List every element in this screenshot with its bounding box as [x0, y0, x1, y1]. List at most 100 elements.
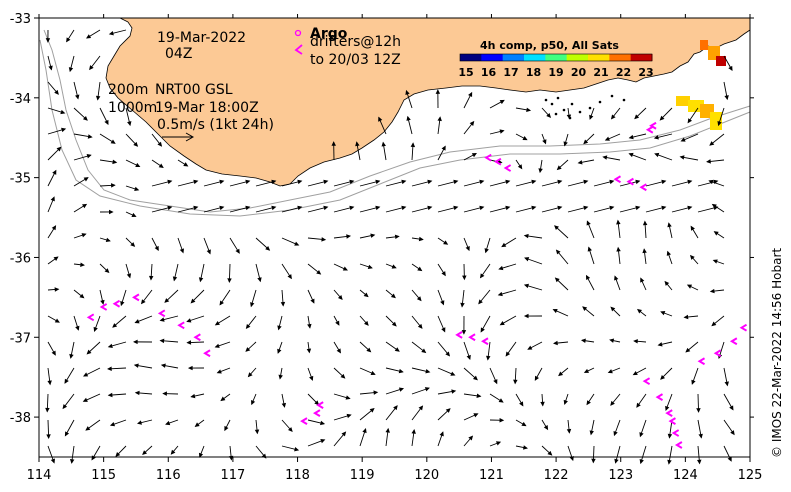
current-arrowhead: [685, 347, 691, 353]
current-arrowhead: [628, 134, 634, 140]
current-arrowhead: [557, 179, 563, 185]
current-arrowhead: [443, 240, 449, 245]
drifter-marker: [193, 333, 201, 342]
current-arrowhead: [680, 137, 686, 142]
current-arrowhead: [583, 368, 590, 373]
nrt-label: NRT00 GSL: [155, 82, 233, 98]
current-arrowhead: [323, 179, 329, 185]
current-arrowhead: [589, 114, 594, 120]
colorbar-tick-label: 18: [526, 66, 541, 79]
current-arrowhead: [108, 31, 114, 36]
current-arrowhead: [730, 430, 735, 436]
current-arrowhead: [667, 433, 673, 439]
current-arrowhead: [589, 430, 594, 436]
current-arrowhead: [69, 458, 75, 464]
current-arrowhead: [478, 299, 483, 305]
current-arrowhead: [287, 427, 293, 433]
current-arrowhead: [75, 94, 80, 100]
lon-tick-label: 125: [738, 468, 763, 483]
current-arrowhead: [337, 295, 343, 300]
current-arrowhead: [690, 225, 695, 231]
drifter-track-d10: [697, 323, 748, 366]
drifter-track-d3: [300, 401, 324, 425]
current-arrowhead: [86, 349, 92, 355]
drifter-marker: [481, 337, 489, 346]
colorbar-segment: [502, 54, 525, 61]
lat-tick-label: -33: [10, 12, 31, 27]
date-label: 19-Mar-2022: [157, 30, 246, 46]
colorbar-tick-label: 16: [481, 66, 497, 79]
current-arrowhead: [277, 325, 282, 331]
isobath-1000m: [39, 39, 751, 217]
current-arrowhead: [401, 205, 407, 211]
current-arrowhead: [393, 405, 398, 411]
current-arrowhead: [661, 179, 667, 185]
current-arrowhead: [381, 141, 386, 147]
current-arrowhead: [131, 212, 137, 217]
current-arrowhead: [198, 452, 204, 458]
credit-text: © IMOS 22-Mar-2022 14:56 Hobart: [770, 248, 784, 458]
current-arrowhead: [314, 400, 320, 406]
current-arrowhead: [170, 449, 176, 455]
current-arrowhead: [54, 89, 59, 95]
current-arrowhead: [127, 121, 132, 127]
current-arrowhead: [375, 179, 381, 185]
current-arrowhead: [321, 237, 327, 242]
current-arrowhead: [61, 127, 67, 133]
current-arrowhead: [634, 114, 640, 120]
current-arrowhead: [172, 276, 178, 282]
drifter-marker: [739, 323, 748, 332]
current-arrowhead: [632, 370, 638, 376]
current-arrowhead: [46, 434, 51, 440]
current-arrowhead: [83, 372, 89, 377]
current-arrowhead: [224, 425, 229, 432]
current-arrowhead: [495, 441, 502, 446]
current-arrowhead: [505, 205, 511, 211]
current-arrowhead: [480, 327, 485, 333]
current-arrowhead: [729, 405, 734, 411]
current-arrowhead: [247, 372, 253, 378]
current-arrowhead: [505, 179, 511, 185]
current-arrowhead: [336, 348, 341, 354]
current-arrowhead: [543, 425, 549, 431]
current-arrowhead: [440, 300, 445, 306]
current-arrowhead: [499, 417, 505, 423]
current-arrowhead: [159, 317, 165, 322]
current-arrowhead: [245, 179, 251, 185]
drifter-marker: [674, 441, 683, 449]
current-arrowhead: [341, 431, 347, 437]
current-arrowhead: [87, 134, 93, 139]
current-arrowhead: [498, 398, 504, 403]
current-arrowhead: [583, 205, 589, 211]
current-arrowhead: [309, 375, 314, 381]
lon-tick-label: 116: [156, 468, 181, 483]
current-arrowhead: [666, 250, 671, 256]
current-arrowhead: [287, 274, 292, 280]
current-arrowhead: [534, 375, 540, 381]
current-arrowhead: [468, 91, 473, 98]
current-arrowhead: [157, 141, 163, 147]
drifter-track-d7: [645, 121, 657, 134]
current-arrowhead: [706, 159, 711, 164]
scale-label: 0.5m/s (1kt 24h): [157, 117, 274, 133]
current-arrowhead: [499, 321, 505, 326]
current-arrowhead: [135, 162, 141, 167]
drifter-marker: [642, 377, 651, 386]
current-arrowhead: [639, 459, 644, 465]
current-arrowhead: [167, 205, 173, 211]
current-arrowhead: [394, 234, 400, 240]
current-arrowhead: [219, 179, 225, 185]
current-arrowhead: [271, 179, 277, 185]
current-arrowhead: [546, 113, 552, 118]
colorbar-ticks: 15 16 17 18 19 20 21 22 23: [458, 66, 653, 79]
current-arrowhead: [450, 371, 456, 376]
current-arrowhead: [306, 348, 312, 354]
current-arrowhead: [93, 326, 98, 333]
drifter-marker: [713, 349, 722, 358]
current-arrowhead: [479, 179, 485, 185]
current-arrowhead: [148, 275, 154, 281]
drifter-marker: [157, 309, 166, 318]
current-arrowhead: [179, 248, 185, 254]
current-arrowhead: [364, 320, 369, 326]
